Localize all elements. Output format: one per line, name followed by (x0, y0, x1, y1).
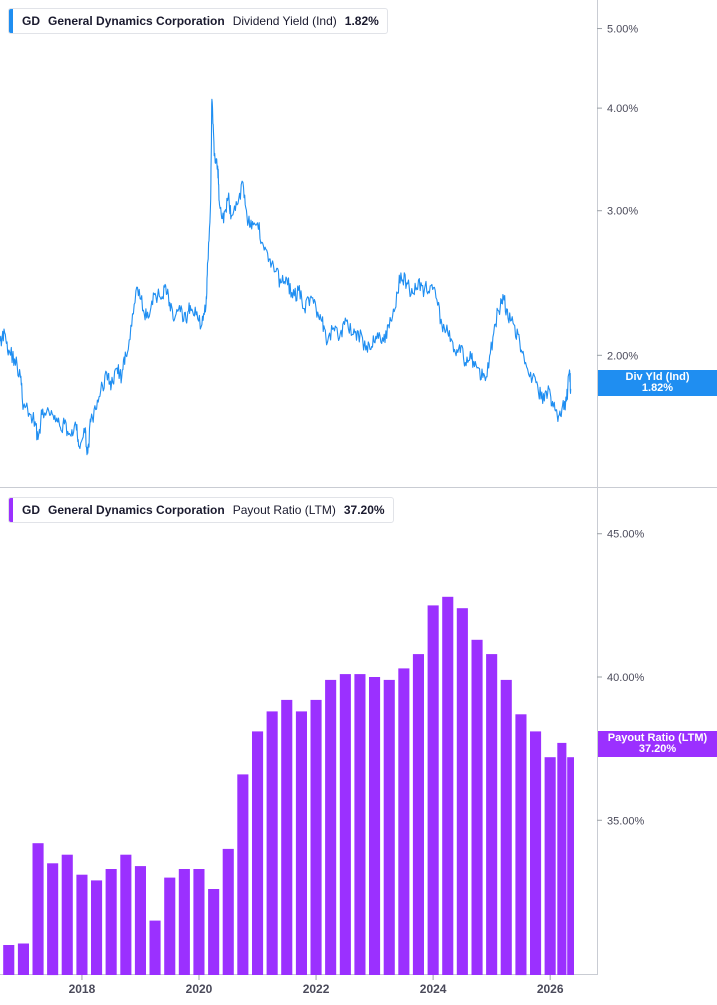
payout-legend[interactable]: GD General Dynamics Corporation Payout R… (8, 497, 394, 523)
payout-ratio-bar (32, 843, 44, 975)
payout-ratio-bar (281, 699, 293, 975)
yield-tag-label: Div Yld (Ind) (625, 371, 690, 383)
payout-ratio-bar (295, 711, 307, 975)
payout-ratio-bar (471, 639, 483, 975)
payout-ratio-bar (398, 668, 410, 975)
x-tick-label: 2022 (303, 982, 330, 996)
payout-ratio-bar (310, 699, 322, 975)
payout-ratio-bar (442, 596, 454, 975)
yield-y-tick-label: 5.00% (607, 24, 638, 36)
yield-legend-company: General Dynamics Corporation (48, 14, 225, 28)
yield-y-tick-label: 4.00% (607, 103, 638, 115)
payout-ratio-bar (222, 848, 234, 975)
payout-ratio-bar (412, 654, 424, 975)
payout-ratio-bar (567, 757, 574, 975)
payout-ratio-bar (557, 742, 567, 975)
x-axis: 2018 2020 2022 2024 2026 (69, 975, 564, 996)
payout-ratio-bar (237, 774, 249, 975)
payout-ratio-bar (339, 674, 351, 975)
yield-y-axis: 2.00% 3.00% 4.00% 5.00% (597, 24, 638, 362)
x-tick-label: 2018 (69, 982, 96, 996)
yield-last-value-tag: Div Yld (Ind) 1.82% (598, 370, 717, 396)
payout-y-tick-label: 40.00% (607, 672, 645, 684)
payout-ratio-bar (325, 679, 337, 975)
yield-legend-value: 1.82% (344, 14, 379, 28)
payout-y-axis: 35.00% 40.00% 45.00% (597, 529, 645, 827)
yield-legend-ticker: GD (22, 14, 40, 28)
payout-ratio-bar (544, 757, 556, 975)
payout-y-tick-label: 35.00% (607, 815, 645, 827)
payout-ratio-bar (61, 854, 73, 975)
payout-ratio-bar (486, 654, 498, 975)
payout-ratio-bar (252, 731, 264, 975)
payout-legend-ticker: GD (22, 503, 40, 517)
payout-ratio-bar (515, 714, 527, 976)
payout-legend-swatch (9, 498, 13, 522)
payout-ratio-bar (427, 605, 439, 975)
payout-ratio-bar (91, 880, 103, 975)
payout-ratio-bar (134, 866, 146, 975)
yield-y-tick-label: 2.00% (607, 350, 638, 362)
payout-ratio-bar (3, 945, 15, 975)
payout-ratio-bar (369, 677, 381, 975)
yield-y-tick-label: 3.00% (607, 206, 638, 218)
payout-ratio-bar (76, 874, 88, 975)
yield-legend-swatch (9, 9, 13, 33)
payout-ratio-bar (456, 608, 468, 975)
payout-y-tick-label: 45.00% (607, 529, 645, 541)
payout-ratio-bar (383, 679, 395, 975)
x-tick-label: 2024 (420, 982, 447, 996)
payout-legend-value: 37.20% (343, 503, 385, 517)
payout-ratio-bar (354, 674, 366, 975)
payout-tag-value: 37.20% (638, 743, 677, 755)
payout-plot-area (3, 596, 574, 976)
payout-last-value-tag: Payout Ratio (LTM) 37.20% (598, 731, 717, 757)
payout-ratio-bar (164, 877, 176, 975)
payout-ratio-bar (17, 943, 29, 975)
payout-ratio-bar (105, 869, 117, 975)
yield-plot-area (0, 98, 572, 456)
dividend-yield-series-line (0, 98, 572, 456)
payout-ratio-bar (149, 920, 161, 975)
payout-ratio-bar (208, 889, 220, 975)
payout-ratio-bar (178, 869, 190, 975)
payout-ratio-bar (530, 731, 542, 975)
payout-ratio-bar (120, 854, 132, 975)
payout-ratio-bar (47, 863, 59, 976)
x-tick-label: 2020 (186, 982, 213, 996)
payout-tag-label: Payout Ratio (LTM) (607, 732, 708, 744)
x-tick-label: 2026 (537, 982, 564, 996)
payout-ratio-bar (500, 679, 512, 975)
payout-ratio-bar (266, 711, 278, 975)
yield-legend[interactable]: GD General Dynamics Corporation Dividend… (8, 8, 388, 34)
payout-legend-metric: Payout Ratio (LTM) (232, 503, 336, 517)
yield-tag-value: 1.82% (641, 382, 674, 394)
payout-ratio-bar (193, 869, 205, 975)
payout-legend-company: General Dynamics Corporation (48, 503, 225, 517)
yield-legend-metric: Dividend Yield (Ind) (232, 14, 337, 28)
